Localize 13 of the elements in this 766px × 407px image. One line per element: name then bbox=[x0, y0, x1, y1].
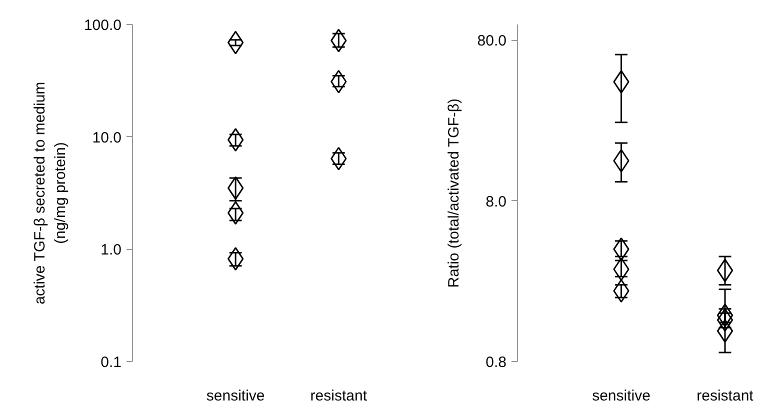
y-tick-label: 100.0 bbox=[84, 17, 122, 34]
y-tick-label: 0.8 bbox=[486, 354, 507, 371]
y-tick-label: 1.0 bbox=[100, 242, 122, 259]
y-tick-label: 0.1 bbox=[100, 354, 122, 371]
y-tick-label: 8.0 bbox=[486, 193, 507, 210]
x-tick-label: resistant bbox=[696, 388, 754, 404]
x-tick-label: sensitive bbox=[206, 388, 265, 404]
x-tick-label: resistant bbox=[310, 388, 368, 404]
y-tick-label: 80.0 bbox=[477, 32, 507, 50]
y-axis-title: active TGF-β secreted to medium (ng/mg protein) bbox=[32, 82, 69, 304]
y-tick-label: 10.0 bbox=[92, 129, 122, 146]
x-tick-label: sensitive bbox=[592, 388, 650, 404]
y-axis-title: Ratio (total/activated TGF-β) bbox=[445, 98, 462, 288]
